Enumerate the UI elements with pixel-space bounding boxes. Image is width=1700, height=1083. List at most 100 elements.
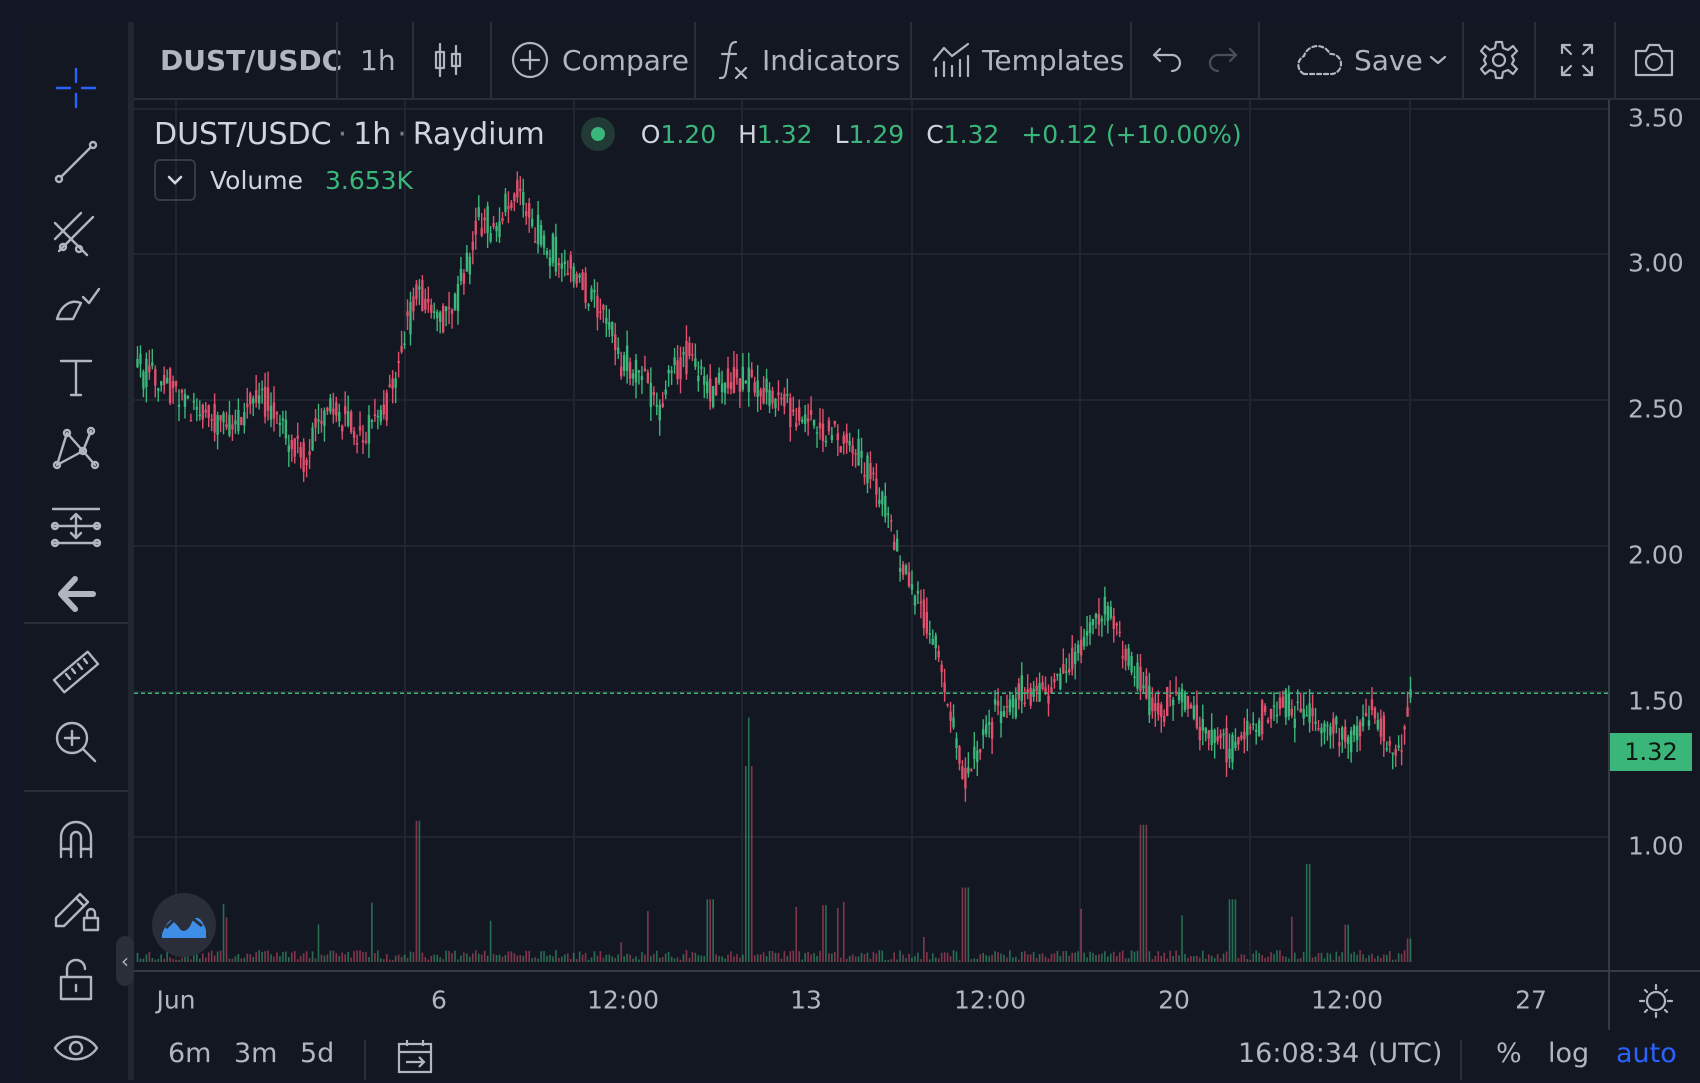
go-to-date-button[interactable] [396, 1036, 434, 1083]
candle-body [1358, 721, 1362, 737]
range-6m-button[interactable]: 6m [168, 1038, 212, 1069]
range-5d-button[interactable]: 5d [300, 1038, 335, 1069]
candle-body [738, 378, 742, 392]
save-button[interactable]: Save [1292, 22, 1423, 98]
volume-bar [569, 958, 572, 962]
volume-bar [863, 954, 866, 962]
volume-bar [492, 953, 495, 962]
candle-body [1222, 733, 1225, 736]
candle-body [895, 538, 899, 552]
volume-bar [394, 955, 397, 962]
volume-bar [246, 953, 249, 962]
time-tick: 20 [1158, 985, 1190, 1015]
volume-bar [442, 959, 444, 962]
candle-body [741, 366, 745, 390]
candle-body [943, 682, 946, 693]
settings-button[interactable] [1478, 22, 1520, 98]
axis-settings-button[interactable] [1608, 970, 1700, 1030]
candle-body [910, 584, 914, 590]
candle-body [783, 393, 786, 407]
candle-body [1106, 605, 1110, 622]
pattern-tool-icon[interactable] [46, 424, 106, 476]
symbol-search-button[interactable]: DUST/USDC [160, 22, 342, 98]
candlestick-chart[interactable] [134, 100, 1608, 970]
market-status-icon[interactable] [580, 117, 615, 151]
log-scale-toggle[interactable]: log [1548, 1038, 1590, 1069]
fib-retracement-icon[interactable] [46, 208, 106, 260]
collapse-indicators-button[interactable] [154, 159, 196, 201]
candle-body [483, 217, 486, 221]
templates-button[interactable]: Templates [932, 22, 1124, 98]
auto-scale-toggle[interactable]: auto [1616, 1038, 1677, 1069]
candle-body [275, 412, 279, 415]
redo-button[interactable] [1206, 22, 1240, 98]
volume-bar [1044, 956, 1047, 962]
candle-body [539, 225, 543, 245]
crosshair-icon[interactable] [46, 62, 106, 114]
volume-bar [1258, 952, 1260, 962]
volume-bar [377, 950, 379, 962]
unlock-icon[interactable] [46, 954, 106, 1006]
volume-bar [1157, 951, 1160, 962]
volume-bar [519, 955, 522, 962]
brush-icon[interactable] [46, 276, 106, 328]
tradingview-logo-icon[interactable] [152, 893, 216, 957]
volume-bar [1204, 958, 1207, 962]
eye-icon[interactable] [46, 1022, 106, 1074]
fullscreen-button[interactable] [1558, 22, 1596, 98]
candle-body [593, 289, 596, 293]
volume-bar [243, 957, 246, 962]
volume-bar [1353, 951, 1355, 962]
save-menu-button[interactable] [1428, 22, 1448, 98]
price-axis[interactable]: 3.50 3.00 2.50 2.00 1.50 1.00 [1608, 100, 1700, 970]
snapshot-button[interactable] [1632, 22, 1676, 98]
volume-bar [1302, 952, 1305, 962]
trend-line-icon[interactable] [46, 136, 106, 188]
chart-pane[interactable] [134, 100, 1608, 970]
candle-body [403, 343, 406, 345]
volume-bar [1394, 959, 1397, 962]
candle-body [602, 305, 605, 310]
candle-body [320, 420, 323, 424]
change-value: +0.12 (+10.00%) [1021, 119, 1242, 149]
measure-projection-icon[interactable] [46, 500, 106, 552]
candle-body [1397, 745, 1400, 748]
ruler-icon[interactable] [46, 646, 106, 698]
volume-bar [1050, 953, 1053, 962]
percent-scale-toggle[interactable]: % [1496, 1038, 1522, 1069]
candle-body [406, 311, 409, 317]
text-tool-icon[interactable] [46, 352, 106, 404]
magnet-icon[interactable] [46, 812, 106, 864]
range-3m-button[interactable]: 3m [234, 1038, 278, 1069]
lock-drawings-icon[interactable] [46, 882, 106, 934]
volume-bar [641, 952, 643, 962]
volume-bar [332, 950, 335, 962]
candle-body [272, 402, 276, 419]
interval-button[interactable]: 1h [360, 22, 396, 98]
candle-body [447, 307, 451, 309]
volume-bar [1175, 950, 1177, 962]
volume-bar [667, 951, 670, 962]
back-arrow-icon[interactable] [46, 568, 106, 620]
candle-body [1296, 701, 1299, 704]
volume-bar [676, 957, 679, 962]
time-axis[interactable]: Jun 6 12:00 13 12:00 20 12:00 27 [134, 970, 1608, 1030]
candle-body [833, 421, 837, 425]
volume-bar [1000, 953, 1002, 962]
utc-clock[interactable]: 16:08:34 (UTC) [1238, 1038, 1443, 1069]
volume-bar [934, 957, 937, 962]
candle-body [234, 420, 237, 425]
collapse-toolbar-button[interactable]: ‹ [116, 936, 134, 986]
candle-body [1011, 694, 1015, 708]
chart-type-button[interactable] [432, 22, 464, 98]
candle-body [617, 347, 620, 354]
volume-bar [1133, 951, 1136, 962]
gear-icon [1479, 40, 1519, 80]
undo-button[interactable] [1150, 22, 1184, 98]
volume-bar [825, 905, 827, 962]
zoom-in-icon[interactable] [46, 716, 106, 768]
candle-body [1394, 748, 1397, 756]
volume-bar [234, 956, 237, 962]
indicators-button[interactable]: Indicators [716, 22, 900, 98]
compare-button[interactable]: Compare [510, 22, 689, 98]
